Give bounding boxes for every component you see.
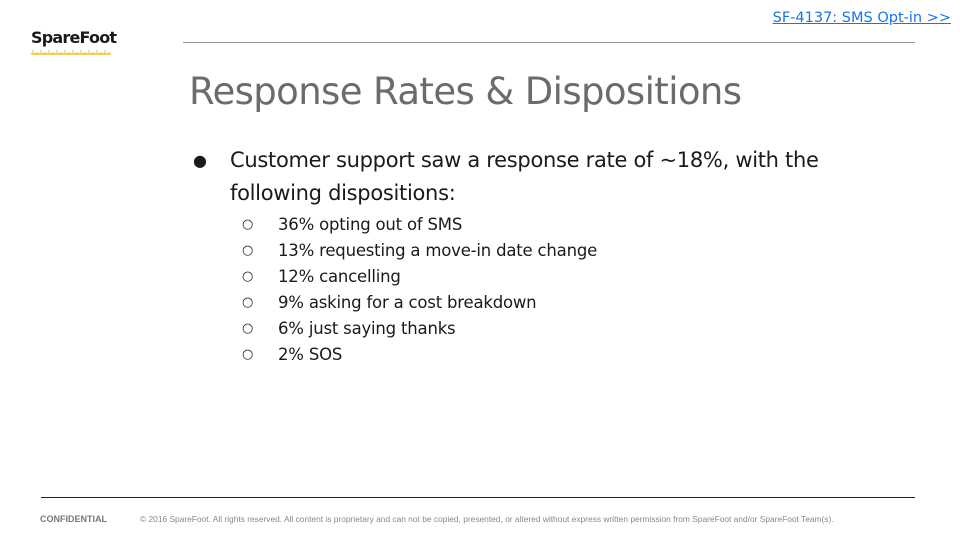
list-item-text: 13% requesting a move-in date change <box>278 241 598 260</box>
logo-ruler-icon <box>31 50 111 55</box>
main-bullet-text: Customer support saw a response rate of … <box>230 148 819 205</box>
ticket-link[interactable]: SF-4137: SMS Opt-in >> <box>772 10 951 26</box>
list-item: ○ 12% cancelling <box>230 264 880 290</box>
hollow-bullet-icon: ○ <box>242 243 254 258</box>
list-item: ○ 36% opting out of SMS <box>230 212 880 238</box>
slide-title: Response Rates & Dispositions <box>189 70 742 113</box>
footer-divider <box>41 497 915 498</box>
list-item-text: 12% cancelling <box>278 267 401 286</box>
list-item-text: 9% asking for a cost breakdown <box>278 293 537 312</box>
confidential-label: CONFIDENTIAL <box>40 514 107 524</box>
bullet-dot-icon: ● <box>193 151 207 170</box>
list-item: ○ 9% asking for a cost breakdown <box>230 290 880 316</box>
list-item-text: 2% SOS <box>278 345 343 364</box>
list-item: ○ 2% SOS <box>230 342 880 368</box>
copyright-notice: © 2016 SpareFoot. All rights reserved. A… <box>140 514 834 524</box>
hollow-bullet-icon: ○ <box>242 347 254 362</box>
hollow-bullet-icon: ○ <box>242 217 254 232</box>
disposition-list: ○ 36% opting out of SMS ○ 13% requesting… <box>230 212 880 368</box>
list-item: ○ 6% just saying thanks <box>230 316 880 342</box>
sparefoot-logo: SpareFoot <box>31 29 117 55</box>
list-item-text: 36% opting out of SMS <box>278 215 463 234</box>
hollow-bullet-icon: ○ <box>242 295 254 310</box>
main-bullet: ● Customer support saw a response rate o… <box>190 144 880 368</box>
list-item: ○ 13% requesting a move-in date change <box>230 238 880 264</box>
bullet-list: ● Customer support saw a response rate o… <box>190 144 880 368</box>
hollow-bullet-icon: ○ <box>242 269 254 284</box>
logo-text: SpareFoot <box>31 28 117 47</box>
list-item-text: 6% just saying thanks <box>278 319 456 338</box>
hollow-bullet-icon: ○ <box>242 321 254 336</box>
header-divider <box>183 42 915 43</box>
